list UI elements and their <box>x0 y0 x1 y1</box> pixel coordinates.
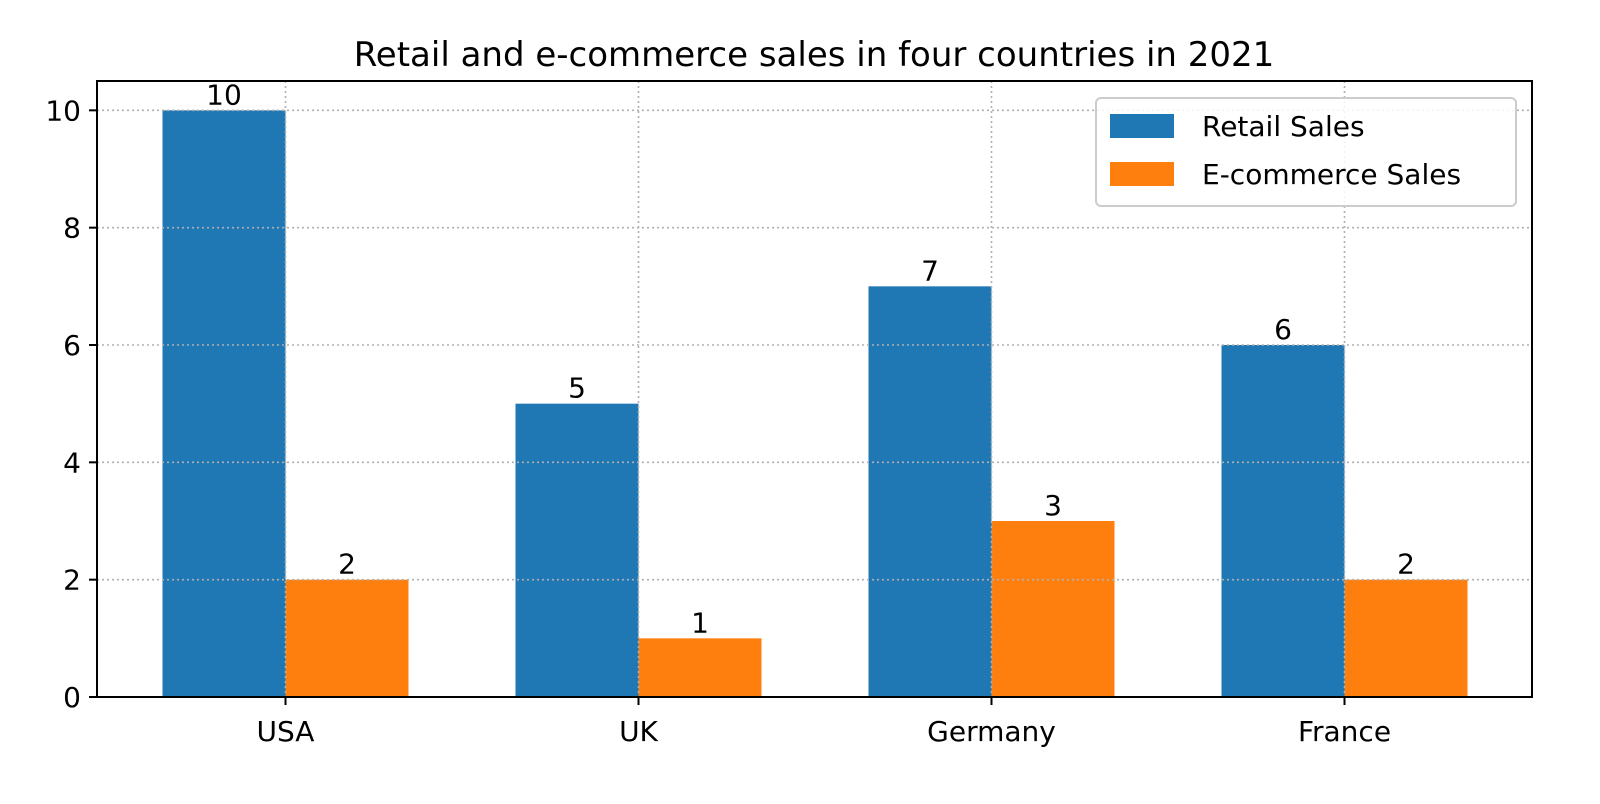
y-tick-label: 0 <box>63 681 81 714</box>
data-label: 2 <box>1397 548 1415 581</box>
data-label: 6 <box>1274 313 1292 346</box>
data-label: 1 <box>691 606 709 639</box>
bar-retail-sales-uk <box>515 403 639 697</box>
x-tick-label: USA <box>257 715 315 748</box>
legend-label: E-commerce Sales <box>1202 158 1461 191</box>
bar-retail-sales-germany <box>868 286 992 697</box>
data-label: 7 <box>921 254 939 287</box>
data-label: 10 <box>206 78 242 111</box>
chart-title: Retail and e-commerce sales in four coun… <box>354 35 1275 75</box>
data-labels: 10 5 7 6 2 1 3 2 <box>206 78 1415 639</box>
bar-e-commerce-sales-germany <box>991 521 1115 697</box>
bars <box>162 110 1468 698</box>
legend-swatch <box>1110 162 1174 186</box>
y-tick-label: 10 <box>45 94 81 127</box>
plot-frame <box>96 80 1533 698</box>
y-tick-label: 8 <box>63 212 81 245</box>
bar-e-commerce-sales-uk <box>638 638 762 697</box>
legend-swatch <box>1110 114 1174 138</box>
bar-retail-sales-france <box>1221 345 1345 697</box>
data-label: 3 <box>1044 489 1062 522</box>
axes: 0 2 4 6 8 10 USA UK Germany France <box>45 80 1533 748</box>
data-label: 5 <box>568 372 586 405</box>
legend: Retail Sales E-commerce Sales <box>1095 97 1517 207</box>
x-tick-label: Germany <box>927 715 1056 748</box>
y-tick-label: 4 <box>63 446 81 479</box>
data-label: 2 <box>338 548 356 581</box>
y-tick-label: 2 <box>63 564 81 597</box>
bar-e-commerce-sales-usa <box>285 579 409 697</box>
legend-box <box>1095 97 1517 207</box>
y-tick-label: 6 <box>63 329 81 362</box>
bar-retail-sales-usa <box>162 110 286 698</box>
legend-label: Retail Sales <box>1202 110 1365 143</box>
x-tick-label: UK <box>619 715 658 748</box>
x-tick-label: France <box>1298 715 1391 748</box>
bar-e-commerce-sales-france <box>1344 579 1468 697</box>
